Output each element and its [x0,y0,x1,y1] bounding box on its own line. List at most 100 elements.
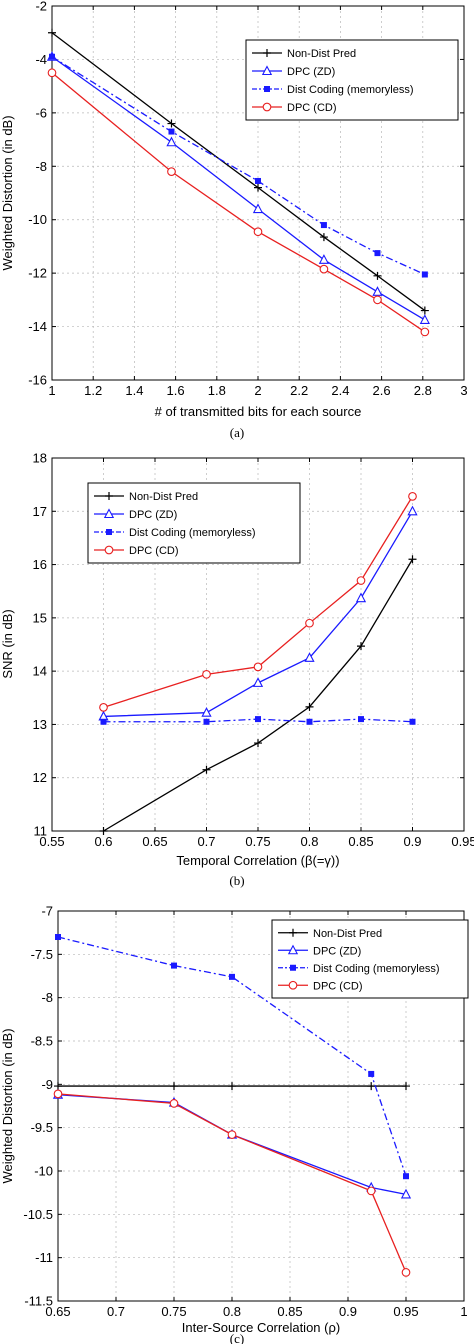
x-tick-label: 0.95 [451,834,474,849]
data-point [53,1089,63,1099]
x-tick-label: 1.8 [208,383,226,398]
y-tick-label: -8.5 [31,1034,53,1049]
x-axis-label-b: Temporal Correlation (β(=γ)) [176,853,339,868]
data-point [168,128,175,135]
data-point [255,716,261,723]
y-tick-label: 16 [33,557,47,572]
data-point [373,295,382,305]
y-tick-label: -7 [41,904,53,919]
x-tick-label: 1 [48,383,55,398]
y-tick-label: -7.5 [31,947,53,962]
legend-label: DPC (CD) [287,102,337,114]
legend-label: Non-Dist Pred [287,48,356,60]
data-point [201,707,212,717]
data-point [202,669,211,679]
y-tick-label: -9.5 [31,1120,53,1135]
data-point [254,739,262,748]
legend-label: Non-Dist Pred [313,928,382,940]
data-point [355,592,367,603]
legend-marker [106,529,112,535]
series-line [103,558,414,832]
data-point [409,718,416,725]
data-point [54,1082,62,1091]
y-tick-label: 15 [33,610,47,625]
x-tick-label: 0.55 [39,834,64,849]
y-tick-label: 18 [33,451,47,466]
data-point [252,677,264,687]
series-a [46,28,430,337]
y-tick-label: -10 [34,1164,53,1179]
data-point [372,286,383,296]
x-tick-label: 2.4 [331,383,349,398]
data-point [318,254,330,264]
data-point [253,227,263,237]
y-tick-label: 17 [33,504,47,519]
data-point [374,250,381,257]
x-tick-label: 0.75 [161,1304,186,1319]
series-b [98,492,418,835]
data-point [304,652,315,662]
series-line [51,56,426,276]
data-point [402,1082,410,1091]
data-point [367,1082,376,1091]
data-point [419,314,430,324]
y-tick-label: -16 [28,373,47,388]
data-point [373,271,382,280]
ticks-a: 1 1.2 1.4 1.6 1.8 2 2.2 2.4 2.6 2.8 3 -2 -4 -6 -8 -10 -1… [28,0,467,398]
x-tick-label: 1.2 [84,383,102,398]
legend-b: Non-Dist Pred DPC (ZD) Dist Coding (memory… [87,482,301,564]
data-point [252,203,264,214]
x-tick-label: 0.65 [45,1304,70,1319]
legend-label: Dist Coding (memoryless) [129,527,256,539]
x-axis-label-c: Inter-Source Correlation (ρ) [182,1320,340,1335]
x-tick-label: 0.9 [403,834,421,849]
ticks-c: 0.65 0.7 0.75 0.8 0.85 0.9 0.95 1 -7 -7.5 -8 -8.5 -9… [23,904,467,1320]
x-tick-label: 0.8 [300,834,318,849]
plot-frame-c [57,910,465,1302]
data-point [306,718,313,725]
legend-marker [290,964,296,971]
y-tick-label: -12 [28,266,47,281]
data-point [171,962,177,969]
data-point [203,718,210,725]
legend-marker [103,508,115,519]
series-line [57,1094,407,1196]
y-tick-label: -9 [41,1077,53,1092]
x-tick-label: 2.6 [373,383,391,398]
x-tick-label: 0.85 [348,834,373,849]
legend-label: Dist Coding (memoryless) [287,84,414,96]
x-tick-label: 2.8 [414,383,432,398]
x-tick-label: 2 [254,383,261,398]
data-point [368,1070,375,1077]
data-point [227,1130,237,1139]
x-tick-label: 0.7 [107,1304,125,1319]
x-tick-label: 0.95 [393,1304,418,1319]
x-tick-label: 0.8 [223,1304,241,1319]
chart-b: 0.55 0.6 0.65 0.7 0.75 0.8 0.85 0.9 0.95 18 17 16 15… [0,451,474,889]
caption-c: (c) [230,1331,244,1344]
data-point [400,1188,412,1199]
data-point [170,1082,178,1091]
y-tick-label: -4 [35,52,47,67]
y-tick-label: -10.5 [23,1207,53,1222]
data-point [305,618,314,628]
x-tick-label: 1 [460,1304,467,1319]
x-tick-label: 0.7 [197,834,215,849]
x-tick-label: 1.6 [167,383,185,398]
legend-marker [263,49,271,57]
data-point [167,167,176,176]
legend-label: Non-Dist Pred [129,491,198,503]
legend-marker [288,980,298,990]
y-tick-label: -8 [35,159,47,174]
chart-c: 0.65 0.7 0.75 0.8 0.85 0.9 0.95 1 -7 -7.5 -8 -8.5 -9… [0,904,469,1344]
legend-label: DPC (CD) [313,980,363,992]
data-point [305,702,314,711]
data-point [99,827,108,835]
data-point [319,233,328,242]
legend-marker [262,102,272,112]
series-line [103,496,414,708]
series-c [52,934,412,1277]
y-tick-label: -6 [35,105,47,120]
series-line [57,1093,407,1273]
